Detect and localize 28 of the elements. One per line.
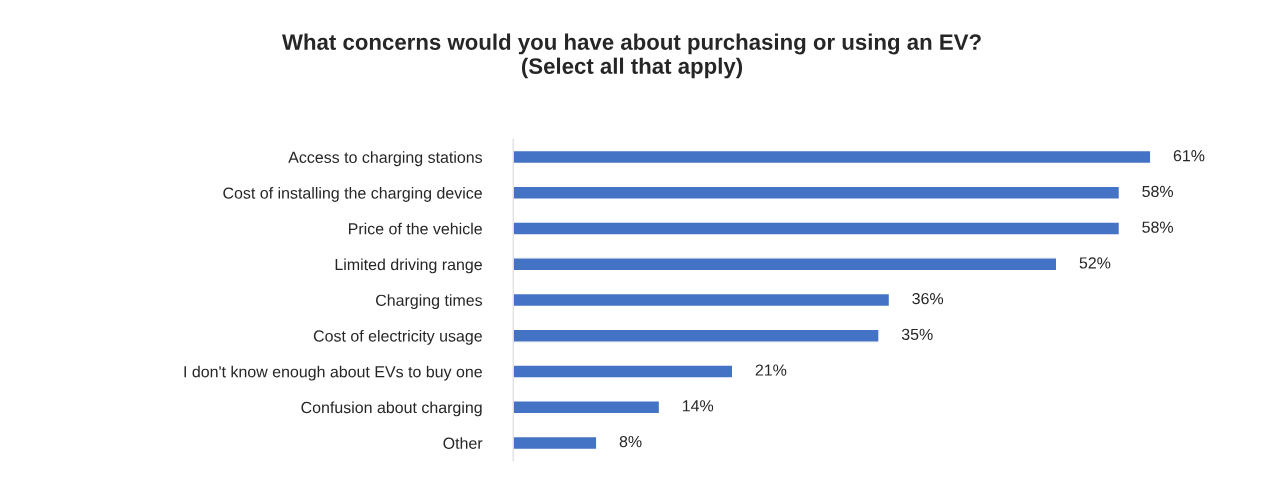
data-label: 14%	[682, 400, 714, 412]
bar	[513, 435, 598, 451]
bar	[513, 149, 1152, 165]
data-label: 21%	[755, 364, 787, 376]
y-tick-label: Cost of installing the charging device	[223, 187, 482, 202]
bar	[513, 328, 880, 343]
bar	[513, 364, 734, 379]
y-tick-label: Charging times	[376, 294, 483, 310]
data-label: 61%	[1173, 150, 1205, 162]
data-label: 52%	[1079, 257, 1111, 269]
data-label: 36%	[912, 292, 944, 305]
y-tick-label: Price of the vehicle	[349, 222, 482, 235]
y-tick-label: I don't know enough about EVs to buy one	[184, 365, 482, 381]
data-label: 35%	[901, 328, 933, 341]
bar	[513, 185, 1121, 200]
bar	[513, 292, 891, 308]
data-label: 8%	[619, 435, 642, 448]
y-tick-label: Confusion about charging	[301, 401, 482, 417]
y-tick-label: Access to charging stations	[288, 151, 483, 167]
chart-title: What concerns would you have about purchasing or using an EV? (Select all that apply)	[282, 33, 981, 79]
data-label: 58%	[1142, 185, 1174, 198]
y-tick-label: Limited driving range	[335, 258, 482, 274]
y-tick-label: Cost of electricity usage	[313, 329, 482, 345]
bar	[513, 257, 1058, 272]
bar	[513, 221, 1121, 236]
data-label: 58%	[1142, 221, 1174, 233]
y-tick-label: Other	[443, 437, 483, 449]
bar	[513, 400, 661, 415]
